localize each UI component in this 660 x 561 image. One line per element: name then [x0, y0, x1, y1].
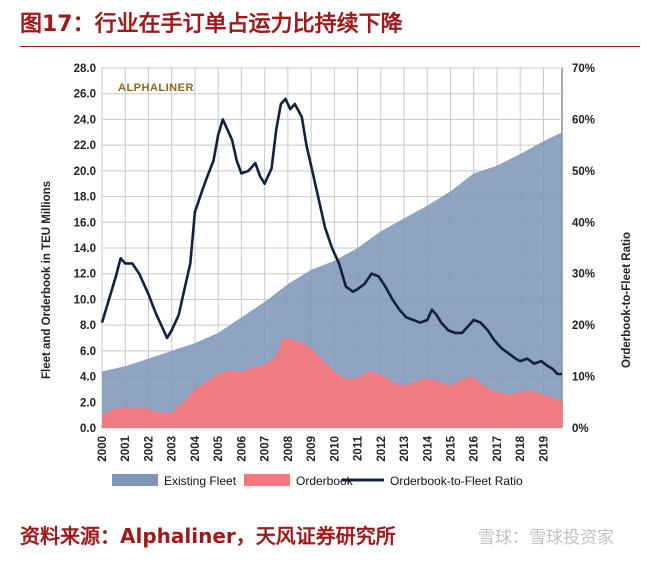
x-tick-label: 2005: [213, 435, 225, 461]
y-tick-label: 26.0: [74, 89, 96, 101]
x-tick-label: 2009: [306, 436, 318, 462]
y-tick-label: 22.0: [74, 140, 96, 152]
orderbook-area: [102, 338, 562, 428]
x-tick-label: 2013: [399, 436, 411, 462]
x-tick-label: 2002: [143, 436, 155, 462]
y2-tick-label: 70%: [572, 63, 595, 75]
x-tick-label: 2010: [329, 436, 341, 462]
y-tick-label: 24.0: [74, 114, 96, 126]
y2-tick-label: 60%: [572, 114, 595, 126]
legend-label: Orderbook: [296, 474, 354, 488]
y-tick-label: 8.0: [80, 320, 96, 332]
y2-tick-label: 40%: [572, 217, 595, 229]
y2-tick-label: 0%: [572, 423, 589, 435]
x-tick-label: 2018: [515, 435, 527, 461]
y-tick-label: 2.0: [80, 397, 96, 409]
y2-tick-label: 30%: [572, 269, 595, 281]
x-tick-label: 2006: [236, 436, 248, 462]
x-tick-label: 2000: [97, 436, 109, 462]
legend-swatch: [112, 474, 158, 486]
y-tick-label: 0.0: [80, 423, 96, 435]
y2-tick-label: 50%: [572, 166, 595, 178]
legend-swatch: [244, 474, 290, 486]
source-note: 资料来源：Alphaliner，天风证券研究所: [20, 524, 396, 548]
y2-tick-label: 20%: [572, 320, 595, 332]
y-axis-title: Fleet and Orderbook in TEU Millions: [41, 181, 53, 379]
y-tick-label: 10.0: [74, 294, 96, 306]
y2-tick-label: 10%: [572, 372, 595, 384]
line-series: [100, 97, 562, 376]
y-tick-label: 4.0: [80, 372, 96, 384]
x-tick-label: 2004: [190, 435, 202, 461]
x-tick-label: 2008: [283, 435, 295, 461]
y2-axis-title: Orderbook-to-Fleet Ratio: [621, 232, 633, 368]
orderbook-to-fleet-ratio-line: [100, 97, 562, 376]
x-tick-label: 2001: [120, 435, 132, 461]
x-tick-label: 2015: [445, 435, 457, 461]
existing-fleet-area: [102, 132, 562, 429]
y-tick-label: 16.0: [74, 217, 96, 229]
x-tick-label: 2014: [422, 435, 434, 461]
y-tick-label: 6.0: [80, 346, 96, 358]
figure-title: 图17：行业在手订单占运力比持续下降: [20, 12, 403, 37]
x-tick-label: 2011: [353, 435, 365, 461]
legend-label: Existing Fleet: [164, 474, 237, 488]
chart-container: 28.0 26.0 24.0 22.0 20.0 18.0 16.0 14.0 12.0 10.0…: [0, 50, 660, 510]
y-tick-label: 18.0: [74, 192, 96, 204]
legend: Existing Fleet Orderbook Orderbook-to-Flee…: [112, 474, 523, 488]
y-tick-label: 28.0: [74, 63, 96, 75]
x-tick-label: 2019: [538, 436, 550, 462]
x-tick-label: 2003: [167, 436, 179, 462]
y-tick-label: 20.0: [74, 166, 96, 178]
chart: 28.0 26.0 24.0 22.0 20.0 18.0 16.0 14.0 12.0 10.0…: [41, 63, 633, 488]
axes: 28.0 26.0 24.0 22.0 20.0 18.0 16.0 14.0 12.0 10.0…: [74, 63, 595, 462]
x-tick-label: 2016: [469, 436, 481, 462]
area-series: [102, 132, 562, 429]
title-divider: [20, 46, 640, 47]
legend-label: Orderbook-to-Fleet Ratio: [390, 474, 523, 488]
brand-label: ALPHALINER: [118, 82, 194, 94]
x-tick-label: 2012: [376, 436, 388, 462]
y-tick-label: 14.0: [74, 243, 96, 255]
watermark: 雪球：雪球投资家: [478, 528, 614, 548]
x-tick-label: 2017: [492, 436, 504, 462]
x-tick-label: 2007: [260, 436, 272, 462]
y-tick-label: 12.0: [74, 269, 96, 281]
